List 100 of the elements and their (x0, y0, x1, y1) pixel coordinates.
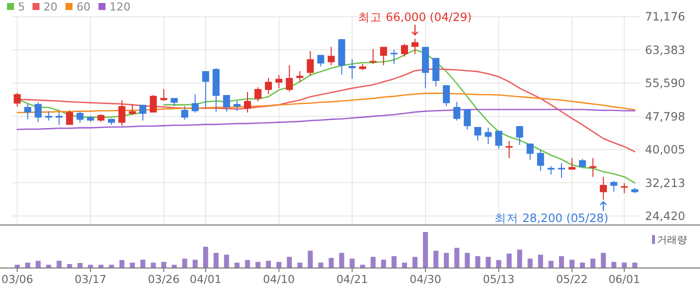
bar (402, 262, 407, 268)
legend-label: 5 (18, 0, 25, 14)
candlestick (558, 162, 565, 178)
candlestick (526, 143, 534, 160)
bar (370, 256, 376, 268)
bar (611, 262, 616, 268)
candlestick (464, 109, 471, 130)
bar (234, 262, 240, 268)
candlestick (223, 94, 230, 112)
candlestick (118, 100, 126, 126)
bar (203, 246, 208, 268)
x-tick-label: 04/30 (410, 273, 442, 286)
bar (245, 260, 250, 268)
candlestick (390, 49, 398, 64)
x-tick-label: 05/13 (482, 273, 515, 286)
bar (350, 258, 355, 268)
candlestick (181, 106, 188, 120)
bar (496, 260, 502, 268)
y-tick-label: 71,176 (645, 10, 686, 24)
candlestick (150, 94, 157, 113)
y-tick-label: 40,005 (645, 142, 686, 157)
bar (192, 260, 198, 268)
bar (454, 248, 460, 268)
candlestick (306, 50, 314, 76)
bar (308, 250, 313, 268)
candlestick (296, 70, 304, 82)
x-tick-label: 04/10 (263, 273, 295, 286)
candlestick (474, 126, 482, 142)
candlestick (453, 101, 460, 122)
candlestick (139, 104, 146, 122)
candlestick (234, 100, 241, 112)
candlestick (411, 38, 418, 55)
candlestick (264, 77, 272, 95)
annotation: 최고 66,000 (04/29) (358, 10, 472, 24)
bar (569, 260, 574, 268)
bar (444, 252, 449, 268)
candlestick (254, 86, 262, 102)
bar (381, 260, 386, 268)
bar (182, 258, 188, 268)
bar (506, 254, 512, 268)
candlestick (286, 64, 293, 92)
candlestick (401, 43, 408, 58)
bar (119, 260, 124, 268)
bar (486, 256, 491, 268)
bar (25, 262, 30, 268)
bar (559, 256, 564, 268)
candlestick (244, 92, 251, 113)
y-tick-label: 32,213 (645, 176, 686, 190)
candlestick (34, 102, 42, 122)
y-tick-label: 63,383 (645, 42, 686, 57)
bar (622, 262, 627, 268)
bar (161, 262, 166, 268)
candlestick (620, 182, 628, 194)
candlestick (128, 103, 136, 116)
candlestick (516, 126, 524, 146)
bar (538, 254, 544, 268)
bar (475, 256, 480, 268)
candlestick (600, 176, 607, 200)
x-tick-label: 04/01 (190, 273, 222, 286)
candlestick (537, 149, 544, 172)
candlestick (610, 180, 618, 192)
legend-label: 120 (110, 0, 130, 14)
bar (56, 260, 62, 268)
legend-label: 60 (76, 0, 90, 14)
candlestick (328, 46, 335, 66)
x-tick-label: 05/22 (556, 273, 588, 286)
bar (528, 258, 533, 268)
bar (464, 252, 470, 268)
bar (517, 250, 522, 268)
candlestick (66, 110, 74, 126)
y-tick-label: 55,590 (645, 76, 686, 90)
bar (140, 260, 146, 268)
bar (36, 260, 41, 268)
y-tick-label: 47,798 (645, 109, 686, 124)
candlestick (14, 92, 21, 108)
bar (632, 262, 638, 268)
candlestick (275, 74, 282, 89)
annotation: 최저 28,200 (05/28) (494, 210, 608, 225)
bar (600, 252, 606, 268)
bar (412, 256, 418, 268)
candlestick (495, 130, 502, 150)
bar (130, 262, 135, 268)
candlestick (380, 46, 388, 66)
candlestick (160, 88, 168, 102)
bar (150, 262, 156, 268)
bar (318, 262, 324, 268)
candlestick (484, 127, 492, 145)
bar (214, 252, 219, 268)
candlestick (192, 94, 199, 113)
candlestick (370, 48, 377, 64)
x-tick-label: 03/17 (74, 273, 106, 286)
bar (590, 258, 596, 268)
bar (255, 262, 260, 268)
bar (266, 260, 271, 268)
bar (580, 262, 585, 268)
legend-label: 거래량 (657, 235, 687, 246)
bar (422, 232, 428, 268)
candlestick (348, 58, 356, 80)
candlestick (442, 84, 450, 107)
bar (297, 262, 302, 268)
